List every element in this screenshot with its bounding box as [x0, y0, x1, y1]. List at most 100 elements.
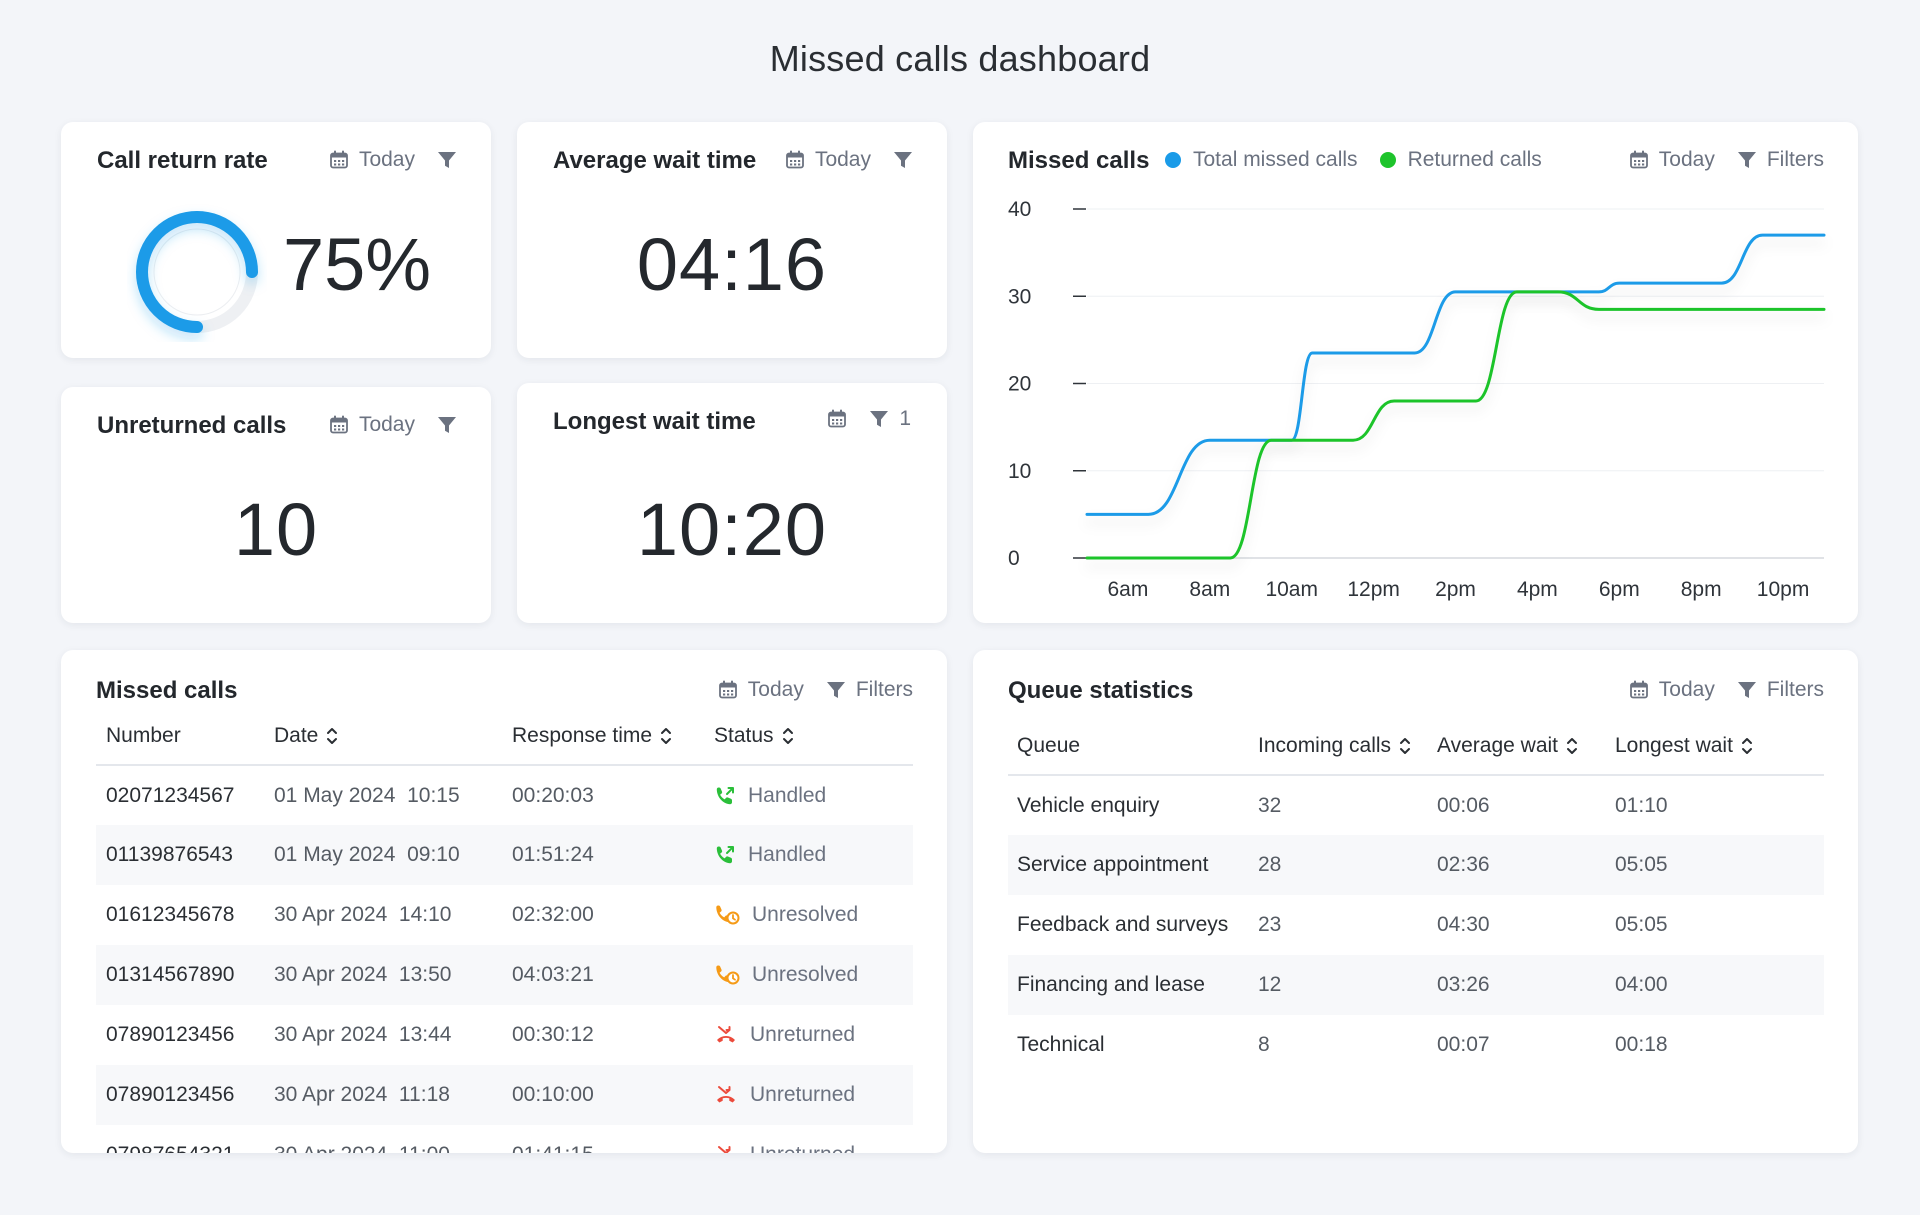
missed-calls-table-viewport[interactable]: Number Date Response time Status 0207123… [96, 708, 913, 1153]
calendar-icon [1629, 680, 1648, 699]
y-tick-label: 40 [1008, 198, 1031, 221]
table-row[interactable]: 0798765432130 Apr 2024 11:0001:41:15 Unre… [96, 1125, 913, 1153]
table-row[interactable]: 07890123456 30 Apr 2024 11:18 00:10:00 Unre… [96, 1065, 913, 1125]
table-row[interactable]: Vehicle enquiry 32 00:06 01:10 [1008, 775, 1824, 835]
cell-longest-wait: 04:00 [1615, 955, 1824, 1015]
filter-icon [1737, 152, 1756, 168]
filter-icon [438, 152, 456, 168]
table-header-row: Number Date Response time Status [96, 708, 913, 766]
status-badge: Unreturned [714, 1143, 913, 1153]
filter-button[interactable]: 1 [869, 407, 911, 431]
legend-item-returned[interactable]: Returned calls [1379, 148, 1542, 172]
cell-response-time: 02:32:00 [512, 903, 594, 926]
cell-response-time: 04:03:21 [512, 945, 714, 1005]
legend-item-total[interactable]: Total missed calls [1165, 148, 1358, 172]
missed-calls-line-chart: 40 30 20 10 0 6am 8am 10am 12pm 2pm 4pm 6pm 8pm 10pm [1008, 198, 1826, 601]
x-tick-label: 10pm [1757, 578, 1810, 601]
filters-button[interactable]: Filters [1737, 678, 1824, 702]
table-row[interactable]: Service appointment 28 02:36 05:05 [1008, 835, 1824, 895]
cell-status: Handled [714, 765, 913, 825]
x-tick-label: 6am [1108, 578, 1149, 601]
filters-button[interactable]: Filters [826, 678, 913, 702]
date-filter[interactable]: Today [329, 148, 415, 172]
date-filter[interactable]: Today [1629, 678, 1715, 702]
column-header-status[interactable]: Status [714, 708, 913, 766]
table-row[interactable]: Feedback and surveys 23 04:30 05:05 [1008, 895, 1824, 955]
filters-button[interactable]: Filters [1737, 148, 1824, 172]
table-row[interactable]: Financing and lease 12 03:26 04:00 [1008, 955, 1824, 1015]
filter-button[interactable] [437, 415, 457, 435]
filter-button[interactable] [437, 150, 457, 170]
card-tools: Today [329, 148, 457, 172]
average-wait-card: Average wait time Today 04:16 [517, 122, 947, 358]
cell-response-time: 00:20:03 [512, 783, 594, 807]
cell-date: 30 Apr 2024 14:10 [274, 903, 452, 926]
cell-number: 02071234567 [106, 783, 235, 807]
legend-label: Total missed calls [1193, 148, 1358, 171]
date-filter[interactable]: Today [329, 413, 415, 437]
card-tools: Today Filters [718, 678, 913, 702]
card-title: Longest wait time [553, 408, 756, 435]
cell-number: 07987654321 [96, 1125, 274, 1153]
card-tools: Today [785, 148, 913, 172]
cell-average-wait: 00:06 [1437, 793, 1490, 817]
column-header-response-time[interactable]: Response time [512, 708, 714, 766]
cell-queue: Financing and lease [1008, 955, 1258, 1015]
cell-number: 01612345678 [106, 903, 235, 926]
card-title: Average wait time [553, 147, 757, 174]
longest-wait-value: 10:20 [636, 488, 828, 571]
x-tick-label: 8am [1189, 578, 1230, 601]
table-row[interactable]: 07890123456 30 Apr 2024 13:44 00:30:12 Unre… [96, 1005, 913, 1065]
filter-icon [1737, 682, 1756, 698]
table-row[interactable]: 01314567890 30 Apr 2024 13:50 04:03:21 Unre… [96, 945, 913, 1005]
cell-longest-wait: 00:18 [1615, 1033, 1668, 1056]
table-row[interactable]: 02071234567 01 May 2024 10:15 00:20:03 Hand… [96, 765, 913, 825]
status-label: Unreturned [750, 1143, 855, 1153]
chart-legend: Total missed calls Returned calls [1165, 148, 1542, 172]
status-label: Unresolved [752, 903, 859, 926]
unreturned-value: 10 [233, 488, 319, 571]
column-header-average-wait[interactable]: Average wait [1437, 718, 1615, 776]
y-tick-label: 30 [1008, 285, 1031, 308]
column-header-date[interactable]: Date [274, 708, 512, 766]
table-row[interactable]: Technical 8 00:07 00:18 [1008, 1015, 1824, 1075]
missed-calls-table: Number Date Response time Status 0207123… [96, 708, 913, 1153]
column-header-incoming-calls[interactable]: Incoming calls [1258, 718, 1437, 776]
x-tick-label: 12pm [1347, 578, 1400, 601]
cell-queue: Feedback and surveys [1017, 913, 1229, 936]
card-tools: Today Filters [1629, 148, 1824, 172]
series-line-returned-calls[interactable] [1085, 290, 1826, 560]
filter-button[interactable] [893, 150, 913, 170]
cell-response-time: 00:30:12 [512, 1023, 594, 1046]
call-return-rate-card: Call return rate Today 75% [61, 122, 491, 358]
queue-statistics-table: Queue Incoming calls Average wait Longes… [1008, 718, 1824, 1075]
sort-icon [782, 728, 793, 745]
table-row[interactable]: 01612345678 30 Apr 2024 14:10 02:32:00 Unre… [96, 885, 913, 945]
status-label: Unreturned [750, 1083, 856, 1106]
return-rate-gauge [127, 202, 267, 342]
cell-date: 30 Apr 2024 13:50 [274, 945, 512, 1005]
page-title: Missed calls dashboard [769, 38, 1151, 79]
missed-calls-table-card: Missed calls Today Filters Number Date R… [61, 650, 947, 1153]
status-badge: Handled [714, 784, 913, 808]
date-filter[interactable]: Today [1629, 148, 1715, 172]
cell-longest-wait: 05:05 [1615, 913, 1668, 936]
table-title: Queue statistics [1008, 677, 1194, 704]
date-filter-label: Today [747, 678, 804, 701]
date-filter[interactable] [827, 409, 847, 429]
series-line-total-missed-calls[interactable] [1085, 233, 1826, 516]
column-header-longest-wait[interactable]: Longest wait [1615, 718, 1824, 776]
x-tick-label: 8pm [1681, 578, 1722, 601]
cell-number: 07890123456 [96, 1065, 274, 1125]
table-row[interactable]: 01139876543 01 May 2024 09:10 01:51:24 Hand… [96, 825, 913, 885]
phone-missed-icon [717, 1026, 735, 1043]
date-filter[interactable]: Today [785, 148, 871, 172]
cell-incoming-calls: 23 [1258, 913, 1282, 936]
cell-status: Unreturned [714, 1005, 913, 1065]
column-header-queue: Queue [1008, 718, 1258, 776]
cell-number: 07890123456 [106, 1023, 235, 1046]
date-filter[interactable]: Today [718, 678, 804, 702]
status-label: Unreturned [750, 1023, 856, 1046]
phone-missed-icon [717, 1086, 735, 1103]
filter-icon [870, 411, 889, 427]
